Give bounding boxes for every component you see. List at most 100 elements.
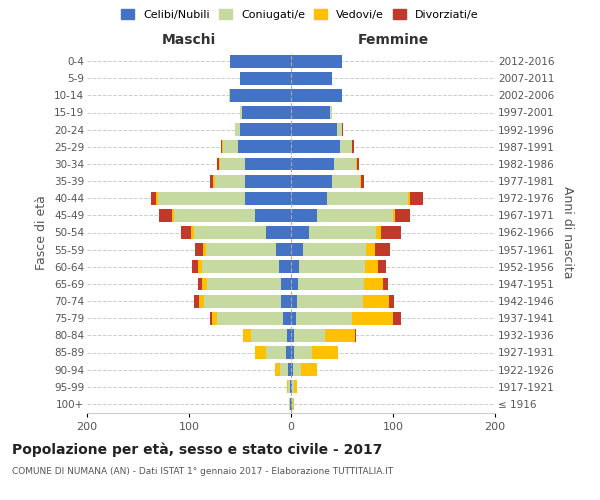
Bar <box>229 89 230 102</box>
Bar <box>195 243 203 256</box>
Bar <box>292 398 293 410</box>
Bar <box>291 243 303 256</box>
Bar <box>214 174 215 188</box>
Bar <box>256 209 291 222</box>
Bar <box>266 226 291 239</box>
Bar <box>211 174 214 188</box>
Bar <box>199 294 205 308</box>
Bar <box>235 123 240 136</box>
Bar <box>217 158 218 170</box>
Bar <box>194 294 199 308</box>
Bar <box>251 329 287 342</box>
Bar <box>291 158 334 170</box>
Bar <box>294 329 325 342</box>
Text: Popolazione per età, sesso e stato civile - 2017: Popolazione per età, sesso e stato civil… <box>12 442 382 457</box>
Bar <box>256 346 266 359</box>
Bar <box>245 192 291 204</box>
Bar <box>192 260 198 273</box>
Bar <box>352 140 354 153</box>
Bar <box>291 106 330 119</box>
Y-axis label: Anni di nascita: Anni di nascita <box>561 186 574 279</box>
Bar <box>291 294 297 308</box>
Bar <box>230 89 291 102</box>
Bar <box>217 312 283 324</box>
Bar <box>374 243 390 256</box>
Bar <box>364 278 383 290</box>
Bar <box>211 312 212 324</box>
Text: Maschi: Maschi <box>162 34 216 48</box>
Bar <box>299 260 365 273</box>
Bar <box>283 312 291 324</box>
Bar <box>290 398 291 410</box>
Bar <box>410 192 422 204</box>
Bar <box>303 243 367 256</box>
Bar <box>291 72 332 85</box>
Bar <box>393 209 395 222</box>
Bar <box>281 278 291 290</box>
Bar <box>291 329 294 342</box>
Bar <box>381 226 401 239</box>
Bar <box>291 312 296 324</box>
Bar <box>389 294 394 308</box>
Bar <box>294 346 313 359</box>
Bar <box>317 209 393 222</box>
Bar <box>327 192 409 204</box>
Bar <box>286 346 291 359</box>
Bar <box>205 294 281 308</box>
Bar <box>355 329 356 342</box>
Bar <box>160 209 172 222</box>
Bar <box>198 260 202 273</box>
Bar <box>291 140 340 153</box>
Bar <box>202 260 279 273</box>
Bar <box>365 260 378 273</box>
Bar <box>313 346 338 359</box>
Bar <box>296 312 352 324</box>
Bar <box>291 398 292 410</box>
Bar <box>151 192 157 204</box>
Bar <box>240 106 242 119</box>
Bar <box>378 260 386 273</box>
Bar <box>288 380 290 393</box>
Bar <box>276 243 291 256</box>
Bar <box>367 243 374 256</box>
Bar <box>334 158 356 170</box>
Bar <box>301 363 317 376</box>
Bar <box>291 363 293 376</box>
Bar <box>332 174 361 188</box>
Bar <box>202 278 208 290</box>
Bar <box>409 192 410 204</box>
Bar <box>265 346 286 359</box>
Bar <box>298 278 364 290</box>
Bar <box>280 363 288 376</box>
Bar <box>292 380 294 393</box>
Bar <box>293 363 301 376</box>
Bar <box>325 329 355 342</box>
Bar <box>294 380 297 393</box>
Bar <box>221 140 223 153</box>
Bar <box>291 192 327 204</box>
Bar <box>291 209 317 222</box>
Bar <box>361 174 364 188</box>
Bar <box>288 363 291 376</box>
Bar <box>191 226 194 239</box>
Bar <box>172 209 174 222</box>
Bar <box>208 278 281 290</box>
Bar <box>245 174 291 188</box>
Bar <box>291 380 292 393</box>
Bar <box>198 278 202 290</box>
Bar <box>158 192 245 204</box>
Bar <box>238 140 291 153</box>
Text: Femmine: Femmine <box>358 34 428 48</box>
Bar <box>275 363 280 376</box>
Bar <box>356 158 358 170</box>
Bar <box>215 174 245 188</box>
Bar <box>289 398 290 410</box>
Bar <box>291 346 294 359</box>
Bar <box>291 174 332 188</box>
Text: COMUNE DI NUMANA (AN) - Dati ISTAT 1° gennaio 2017 - Elaborazione TUTTITALIA.IT: COMUNE DI NUMANA (AN) - Dati ISTAT 1° ge… <box>12 468 393 476</box>
Bar <box>330 106 332 119</box>
Bar <box>291 54 342 68</box>
Bar <box>340 140 352 153</box>
Bar <box>291 260 299 273</box>
Bar <box>240 123 291 136</box>
